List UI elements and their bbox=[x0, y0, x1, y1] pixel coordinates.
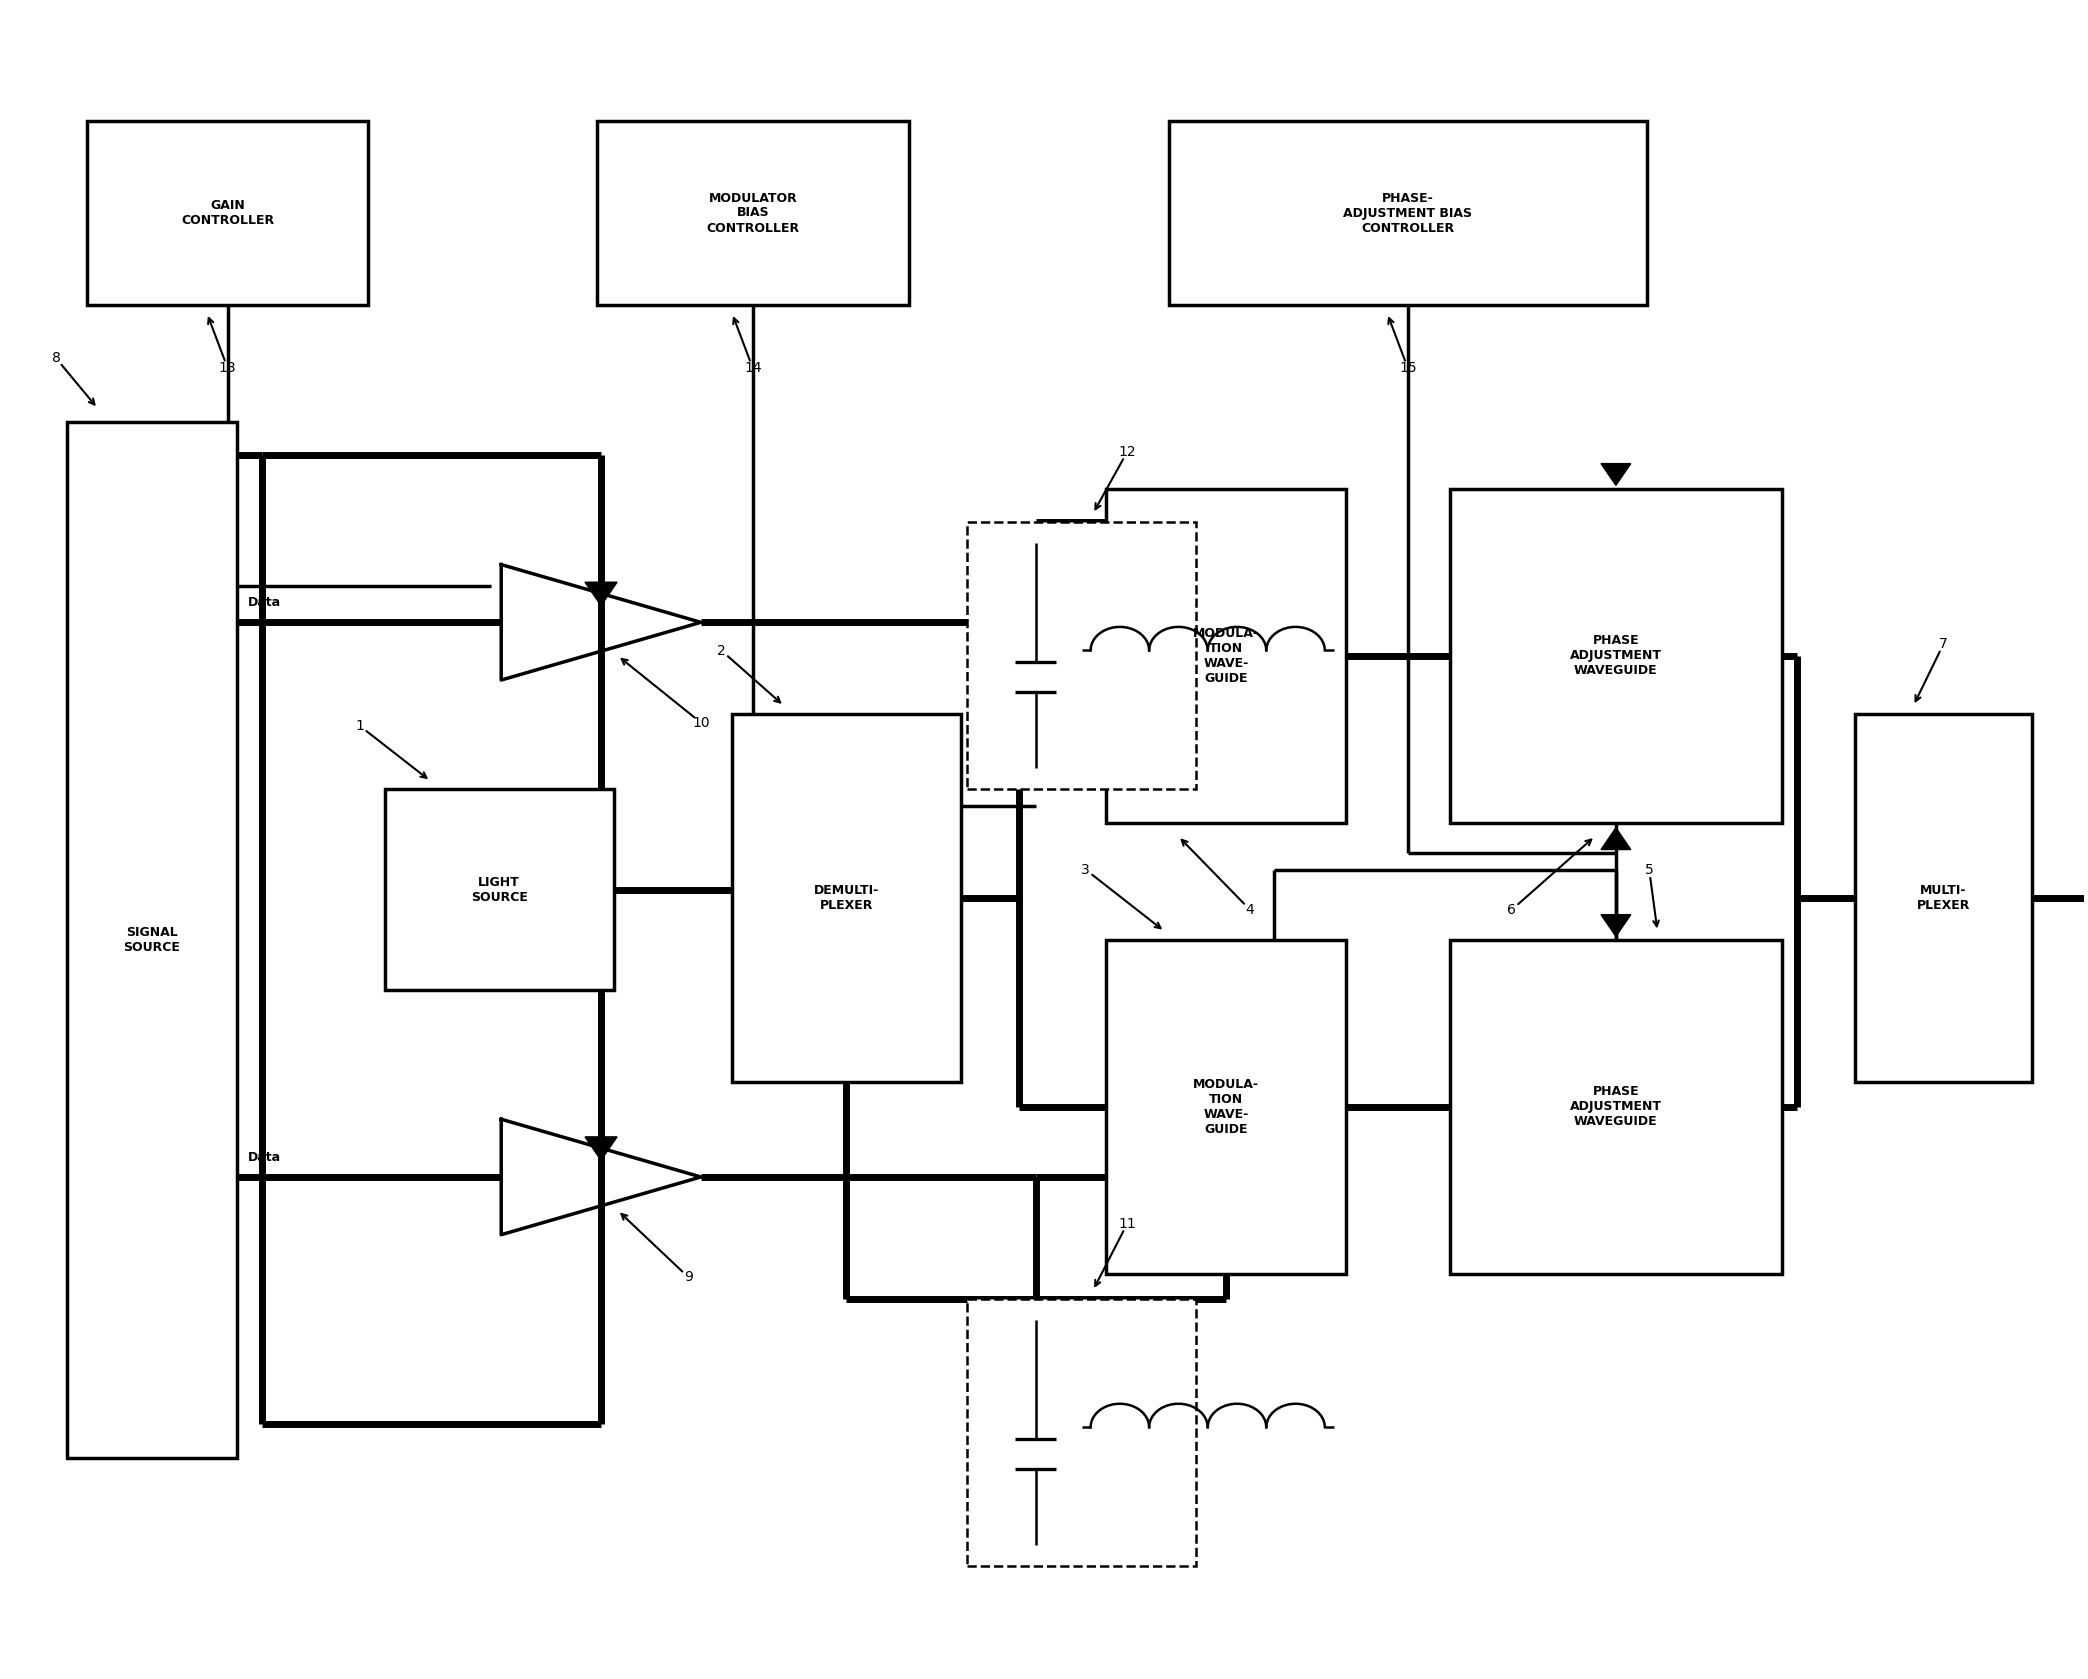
Text: 6: 6 bbox=[1508, 903, 1516, 917]
Bar bbox=[967, 1300, 1196, 1567]
Text: 4: 4 bbox=[1247, 903, 1255, 917]
Text: GAIN
CONTROLLER: GAIN CONTROLLER bbox=[182, 200, 274, 227]
Polygon shape bbox=[585, 583, 618, 606]
Text: Data: Data bbox=[248, 596, 280, 609]
Bar bbox=[67, 421, 238, 1457]
Polygon shape bbox=[1601, 463, 1631, 485]
Text: 11: 11 bbox=[1119, 1217, 1136, 1231]
Text: 14: 14 bbox=[743, 361, 762, 376]
Bar bbox=[597, 121, 908, 306]
Polygon shape bbox=[585, 1137, 618, 1160]
Bar bbox=[1107, 940, 1345, 1274]
Text: DEMULTI-
PLEXER: DEMULTI- PLEXER bbox=[814, 883, 879, 912]
Bar bbox=[1107, 489, 1345, 823]
Bar bbox=[1449, 940, 1783, 1274]
Text: 2: 2 bbox=[718, 643, 727, 658]
Bar bbox=[384, 789, 614, 991]
Polygon shape bbox=[1601, 828, 1631, 850]
Text: PHASE
ADJUSTMENT
WAVEGUIDE: PHASE ADJUSTMENT WAVEGUIDE bbox=[1570, 1085, 1662, 1128]
Text: MODULATOR
BIAS
CONTROLLER: MODULATOR BIAS CONTROLLER bbox=[706, 191, 800, 235]
Text: 8: 8 bbox=[52, 351, 61, 366]
Bar bbox=[967, 522, 1196, 789]
Text: 15: 15 bbox=[1399, 361, 1418, 376]
Text: MODULA-
TION
WAVE-
GUIDE: MODULA- TION WAVE- GUIDE bbox=[1192, 1078, 1259, 1135]
Text: LIGHT
SOURCE: LIGHT SOURCE bbox=[470, 876, 528, 903]
Text: PHASE
ADJUSTMENT
WAVEGUIDE: PHASE ADJUSTMENT WAVEGUIDE bbox=[1570, 635, 1662, 677]
Text: 7: 7 bbox=[1940, 636, 1948, 651]
Text: 10: 10 bbox=[691, 715, 710, 730]
Bar bbox=[1169, 121, 1647, 306]
Text: 13: 13 bbox=[219, 361, 236, 376]
Text: SIGNAL
SOURCE: SIGNAL SOURCE bbox=[123, 925, 180, 954]
Text: 9: 9 bbox=[685, 1271, 693, 1284]
Text: PHASE-
ADJUSTMENT BIAS
CONTROLLER: PHASE- ADJUSTMENT BIAS CONTROLLER bbox=[1343, 191, 1472, 235]
Text: MULTI-
PLEXER: MULTI- PLEXER bbox=[1917, 883, 1971, 912]
Text: MODULA-
TION
WAVE-
GUIDE: MODULA- TION WAVE- GUIDE bbox=[1192, 626, 1259, 685]
Text: 3: 3 bbox=[1082, 863, 1090, 876]
Bar bbox=[1854, 714, 2032, 1081]
Text: 12: 12 bbox=[1119, 445, 1136, 458]
Bar bbox=[733, 714, 960, 1081]
Polygon shape bbox=[1601, 915, 1631, 937]
Bar bbox=[88, 121, 367, 306]
Text: Data: Data bbox=[248, 1150, 280, 1164]
Text: 1: 1 bbox=[355, 719, 363, 734]
Bar bbox=[1449, 489, 1783, 823]
Text: 5: 5 bbox=[1645, 863, 1654, 876]
